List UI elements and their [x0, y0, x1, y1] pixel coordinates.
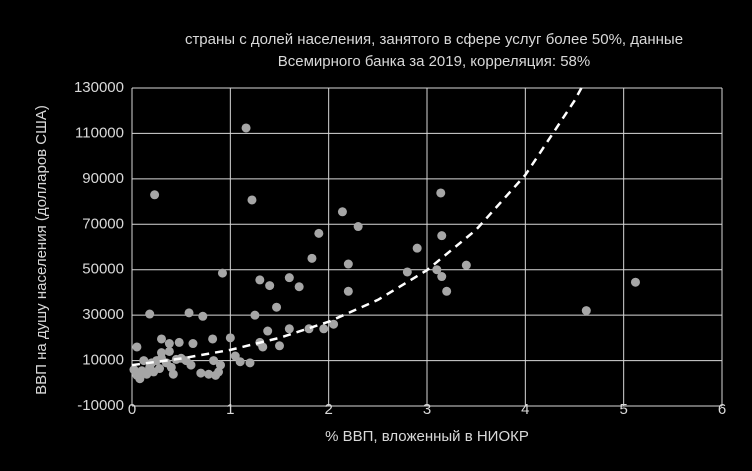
point [150, 190, 160, 200]
y-axis-label: ВВП на душу населения (долларов США) [33, 105, 50, 395]
x-tick-label: 5 [619, 401, 627, 418]
y-tick-label: 110000 [75, 124, 124, 141]
trendline [131, 87, 583, 367]
point [241, 123, 251, 133]
point [225, 333, 235, 343]
y-tick-label: 50000 [82, 261, 124, 278]
point [204, 369, 214, 379]
point [145, 309, 155, 319]
point [437, 231, 447, 241]
point [284, 324, 294, 334]
x-tick-label: 4 [521, 401, 529, 418]
point [265, 281, 275, 291]
point [164, 346, 174, 356]
point [196, 368, 206, 378]
point [272, 302, 282, 312]
point [263, 326, 273, 336]
chart-title: Всемирного банка за 2019, корреляция: 58… [278, 53, 590, 70]
point [294, 282, 304, 292]
point [436, 188, 446, 198]
point [412, 243, 422, 253]
point [216, 360, 225, 370]
point [304, 324, 314, 334]
point [275, 341, 284, 351]
y-tick-label: 90000 [82, 170, 124, 187]
point [581, 306, 591, 316]
point [329, 319, 339, 329]
point [214, 367, 224, 377]
point [174, 337, 184, 347]
point [343, 259, 353, 269]
point [142, 369, 152, 379]
y-tick-label: 130000 [74, 79, 124, 96]
point [157, 348, 166, 358]
x-axis-label: % ВВП, вложенный в НИОКР [325, 428, 529, 445]
y-tick-label: 70000 [82, 215, 124, 232]
point [157, 334, 166, 344]
chart-title: страны с долей населения, занятого в сфе… [185, 31, 683, 48]
point [343, 286, 353, 296]
point [168, 369, 178, 379]
point [437, 272, 447, 282]
point [217, 268, 227, 278]
y-tick-label: -10000 [77, 397, 124, 414]
x-tick-label: 3 [423, 401, 431, 418]
x-tick-label: 6 [718, 401, 726, 418]
point [258, 342, 268, 352]
x-tick-label: 0 [128, 401, 136, 418]
point [442, 286, 452, 296]
x-tick-label: 2 [324, 401, 332, 418]
point [337, 207, 347, 217]
point [164, 339, 174, 349]
point [186, 360, 196, 370]
point [250, 310, 260, 320]
point [132, 342, 142, 352]
point [245, 358, 255, 368]
point [198, 311, 208, 321]
point [402, 267, 412, 277]
point [461, 260, 471, 270]
point [155, 364, 165, 374]
point [255, 275, 265, 285]
point [135, 374, 145, 384]
x-tick-label: 1 [226, 401, 234, 418]
point [209, 356, 219, 366]
point [353, 222, 363, 232]
y-tick-label: 10000 [82, 352, 124, 369]
point [630, 277, 640, 287]
point [314, 228, 324, 238]
point [188, 339, 198, 349]
point [247, 195, 257, 205]
y-tick-label: 30000 [82, 306, 124, 323]
point [432, 265, 442, 275]
point [166, 362, 176, 372]
point [235, 357, 245, 367]
point [284, 273, 294, 283]
point [307, 253, 317, 263]
point [208, 334, 218, 344]
point [319, 324, 329, 334]
point [184, 308, 194, 318]
